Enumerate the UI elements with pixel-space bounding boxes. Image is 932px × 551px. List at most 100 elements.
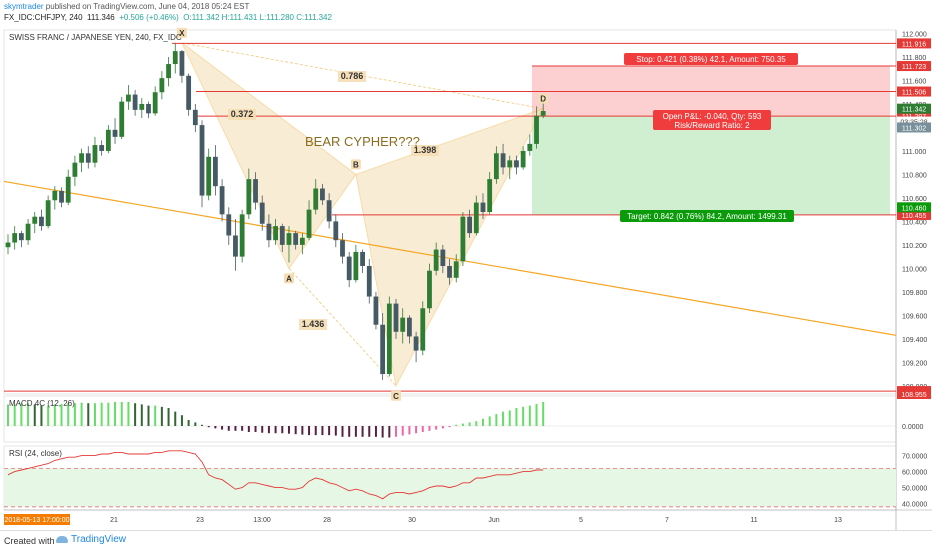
username-link[interactable]: skymtrader (4, 2, 44, 11)
macd-bar (27, 403, 30, 426)
macd-bar (73, 403, 76, 426)
macd-bar (361, 426, 364, 437)
time-tick-label: 13 (834, 517, 842, 524)
time-tick-label: 23 (196, 517, 204, 524)
macd-bar (334, 426, 337, 436)
target-alt-tag-bg (897, 202, 931, 213)
macd-bar (468, 422, 471, 426)
tradingview-logo[interactable]: TradingView (56, 534, 126, 545)
rsi-tick-label: 40.0000 (902, 502, 927, 509)
candle-body (92, 145, 98, 163)
ratio-label: 1.436 (302, 319, 325, 329)
level-0786-tag: 111.506 (902, 90, 926, 97)
pattern-point-box (176, 27, 187, 38)
candle-body (206, 156, 212, 196)
macd-bar (502, 411, 505, 426)
candle-body (259, 202, 265, 224)
level-0786-tag-bg (897, 86, 931, 97)
time-tick-label: 21 (110, 517, 118, 524)
macd-bar (314, 426, 317, 436)
macd-bar (415, 426, 418, 434)
ac-dashed-line (288, 268, 397, 387)
macd-bar (40, 405, 43, 426)
pattern-point-box (350, 159, 361, 170)
created-with-text: Created with (4, 536, 55, 546)
candle-body (400, 317, 406, 332)
macd-bar (93, 403, 96, 426)
candle-body (112, 129, 118, 137)
candle-body (480, 202, 486, 212)
macd-bar (475, 421, 478, 426)
candle-body (99, 145, 105, 151)
macd-bar (408, 426, 411, 435)
stop-level-tag-bg (897, 61, 931, 72)
macd-bar (114, 402, 117, 426)
xd-dashed-line (181, 42, 544, 110)
macd-bar (542, 402, 545, 426)
open-pnl-label-text: Risk/Reward Ratio: 2 (674, 121, 750, 130)
macd-bar (53, 404, 56, 426)
macd-bar (381, 426, 384, 438)
candle-body (18, 233, 24, 241)
macd-bar (221, 426, 224, 430)
macd-bar (47, 405, 50, 426)
macd-bar (388, 426, 391, 438)
candle-body (279, 226, 285, 245)
candle-body (233, 235, 238, 257)
macd-bar (515, 408, 518, 426)
candle-body (353, 251, 359, 281)
macd-bar (247, 426, 250, 432)
price-tick-label: 110.400 (902, 219, 927, 226)
candle-body (380, 324, 386, 375)
candle-body (540, 111, 546, 116)
candle-body (159, 78, 165, 93)
macd-bar (428, 426, 431, 431)
candle-body (460, 216, 466, 262)
chart-title: SWISS FRANC / JAPANESE YEN, 240, FX_IDC (9, 33, 182, 42)
macd-bar (435, 426, 438, 430)
time-tick-label: 5 (579, 517, 583, 524)
macd-bar (254, 426, 257, 432)
candle-body (427, 270, 432, 309)
macd-bar (348, 426, 351, 437)
price-change: +0.506 (+0.46%) (119, 13, 179, 22)
pattern-point-box (538, 93, 549, 104)
candle-body (239, 214, 245, 257)
macd-bar (368, 426, 371, 437)
macd-bar (281, 426, 284, 434)
ratio-label: 1.398 (414, 145, 437, 155)
candle-body (192, 109, 198, 126)
macd-bar (207, 426, 210, 428)
candle-body (152, 92, 158, 114)
entry-alt-tag-bg (897, 122, 931, 133)
macd-bar (140, 404, 143, 426)
target-alt-tag: 110.460 (902, 205, 927, 212)
macd-bar (241, 426, 244, 431)
candle-body (493, 153, 499, 180)
price-tick-label: 112.000 (902, 32, 927, 39)
pattern-title: BEAR CYPHER??? (305, 134, 420, 149)
macd-bar (328, 426, 331, 436)
symbol-quote: FX_IDC:CHFJPY, 240 111.346 +0.506 (+0.46… (4, 13, 332, 22)
rsi-tick-label: 60.0000 (902, 470, 927, 477)
candle-body (25, 223, 31, 241)
c-alt-tag: 108.955 (901, 392, 926, 399)
time-tick-label: 13:00 (253, 517, 271, 524)
symbol-label[interactable]: FX_IDC:CHFJPY, 240 (4, 13, 83, 22)
candle-body (105, 129, 111, 151)
macd-bar (528, 405, 531, 426)
ohlc-values: O:111.342 H:111.431 L:111.280 C:111.342 (183, 13, 332, 22)
macd-bar (180, 415, 183, 426)
time-tick-label: 7 (665, 517, 669, 524)
macd-bar (495, 414, 498, 426)
date-tag: 2018-05-13 17:00:00 (5, 517, 70, 524)
chart-header: skymtrader published on TradingView.com,… (0, 0, 932, 26)
macd-bar (87, 403, 90, 426)
candle-body (293, 233, 299, 245)
candle-body (440, 249, 446, 267)
candle-body (72, 162, 78, 177)
candle-body (132, 94, 138, 110)
candle-body (487, 179, 493, 212)
x-level-tag: 111.916 (902, 41, 926, 48)
chart-canvas[interactable]: X A B C D 0.786 0.372 1.398 1.436 BEAR CYPHER??? S… (0, 26, 932, 530)
